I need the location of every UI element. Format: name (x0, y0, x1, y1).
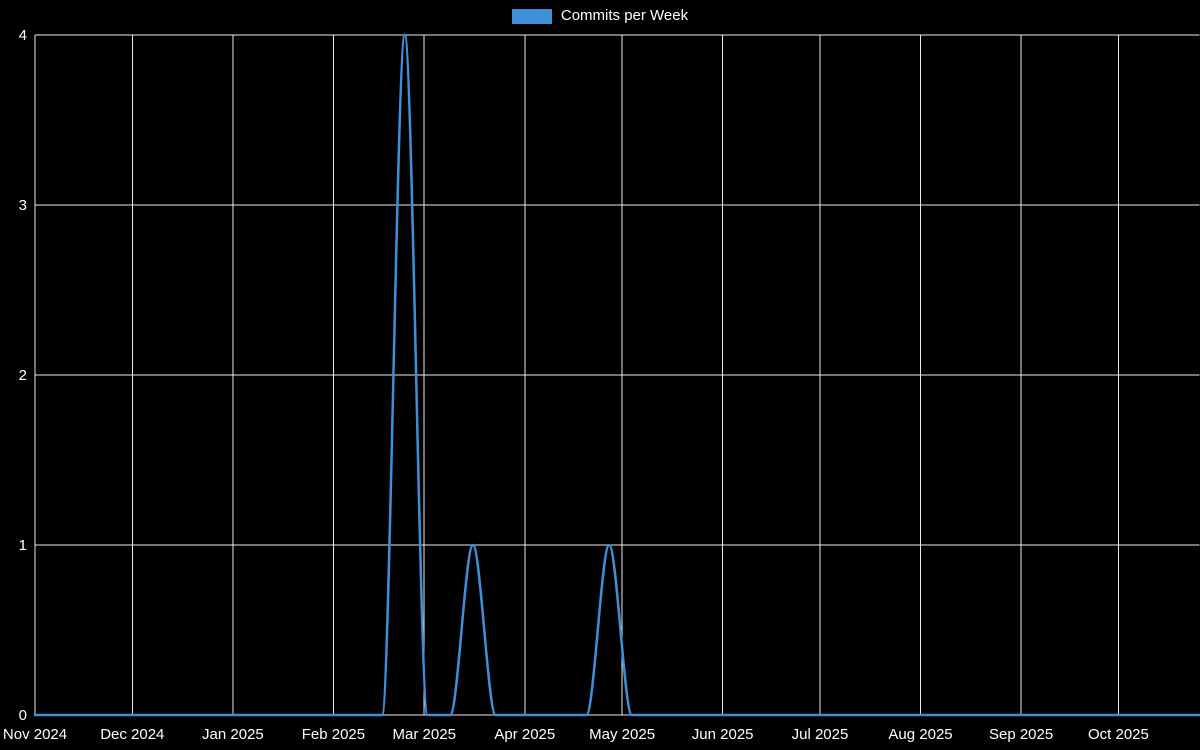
y-axis-tick-label: 0 (19, 707, 27, 724)
x-axis-tick-label: Jul 2025 (792, 726, 849, 743)
x-axis-tick-label: Feb 2025 (302, 726, 365, 743)
x-axis-tick-label: Sep 2025 (989, 726, 1053, 743)
y-axis-tick-label: 4 (19, 27, 27, 44)
x-axis-tick-label: May 2025 (589, 726, 655, 743)
commits-series-line (33, 33, 1200, 717)
y-axis-tick-label: 3 (19, 197, 27, 214)
x-axis-tick-label: Jan 2025 (202, 726, 264, 743)
x-axis-tick-label: Dec 2024 (100, 726, 164, 743)
x-axis-tick-label: Oct 2025 (1088, 726, 1149, 743)
legend-swatch (511, 8, 552, 24)
y-axis-tick-label: 1 (19, 537, 27, 554)
x-axis-tick-label: Nov 2024 (3, 726, 67, 743)
x-axis-tick-label: Apr 2025 (494, 726, 555, 743)
chart-legend: Commits per Week (0, 7, 1200, 25)
legend-item-commits-per-week[interactable]: Commits per Week (511, 7, 689, 25)
x-axis-tick-label: Jun 2025 (692, 726, 754, 743)
x-axis-tick-label: Mar 2025 (393, 726, 456, 743)
x-axis-tick-label: Aug 2025 (888, 726, 952, 743)
legend-label: Commits per Week (560, 7, 689, 24)
y-axis-tick-label: 2 (19, 367, 27, 384)
